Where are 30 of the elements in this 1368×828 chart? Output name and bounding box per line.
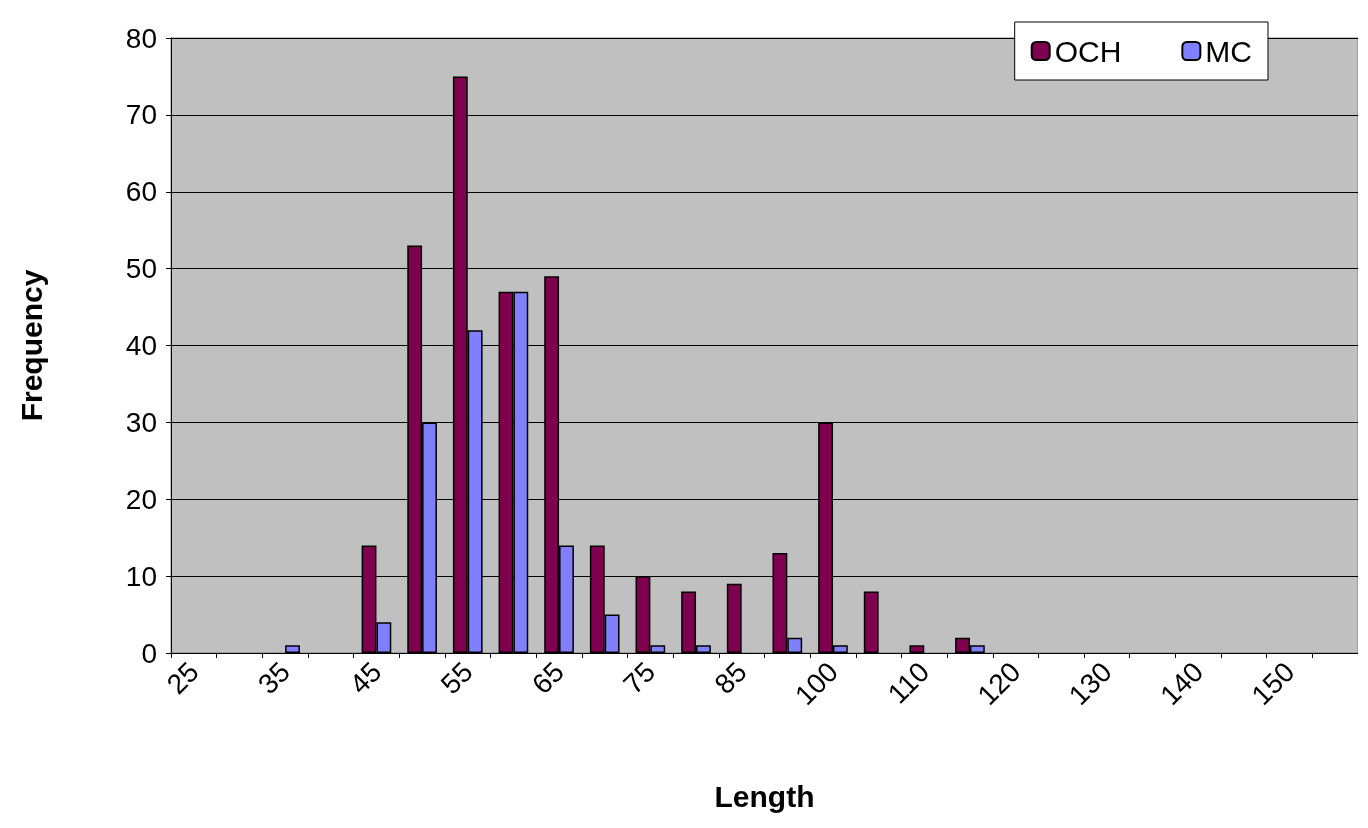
x-tick-label: 55 — [434, 656, 479, 700]
x-tick-label: 75 — [617, 656, 662, 700]
x-tick-label: 100 — [789, 656, 844, 711]
y-tick-label: 30 — [125, 406, 157, 438]
y-axis-title: Frequency — [14, 269, 48, 422]
bar — [726, 583, 742, 653]
x-tick-label: 65 — [526, 656, 571, 700]
y-tick-label: 50 — [125, 253, 157, 285]
x-tick-label: 120 — [971, 656, 1027, 711]
x-tick-label: 85 — [708, 656, 753, 700]
y-tick-label: 70 — [125, 99, 157, 131]
y-tick-label: 0 — [141, 637, 157, 669]
y-tick-label: 40 — [125, 330, 157, 361]
x-tick-label: 45 — [343, 656, 388, 700]
legend-label: MC — [1205, 34, 1252, 68]
legend-label: OCH — [1054, 34, 1122, 68]
y-tick-label: 80 — [125, 22, 157, 54]
x-tick-label: 130 — [1062, 656, 1118, 711]
y-tick-label: 20 — [125, 483, 157, 515]
x-tick-label: 150 — [1245, 656, 1301, 711]
x-tick-label: 25 — [160, 656, 205, 700]
y-tick-label: 60 — [125, 176, 157, 208]
bar — [285, 645, 300, 653]
x-tick-label: 140 — [1154, 656, 1210, 711]
bar — [863, 591, 879, 653]
x-tick-label: 35 — [252, 656, 297, 700]
x-tick-label: 110 — [881, 656, 936, 710]
bar — [909, 645, 925, 653]
y-tick-label: 10 — [125, 560, 157, 592]
x-axis-title: Length — [714, 779, 815, 813]
